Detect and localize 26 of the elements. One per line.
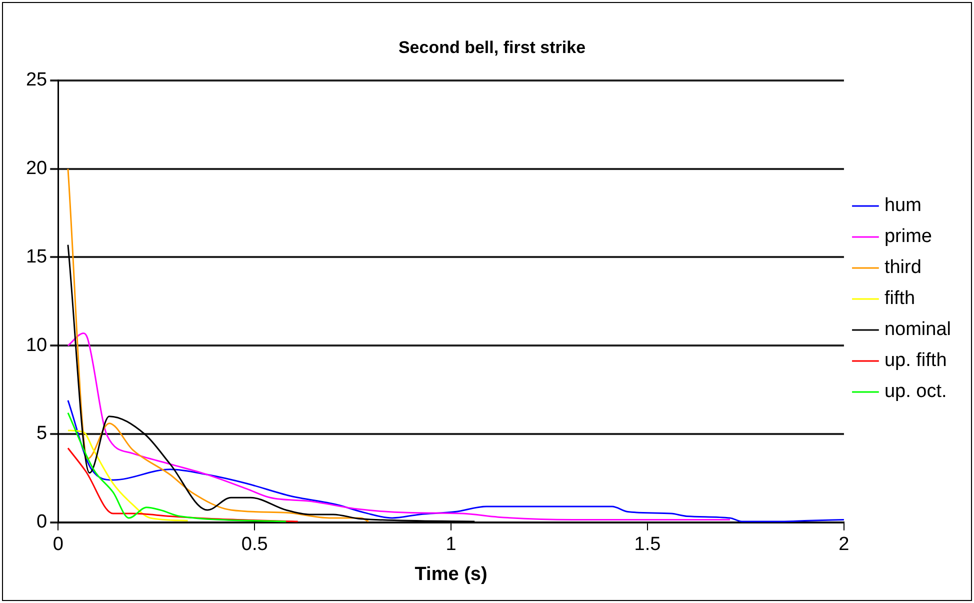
line-series — [67, 412, 287, 522]
x-tick-label: 1.5 — [634, 534, 661, 556]
line-series — [67, 447, 299, 522]
legend-label: hum — [884, 195, 922, 216]
line-series — [67, 332, 731, 520]
x-tick-label: 0.5 — [241, 534, 268, 556]
x-tick-label: 2 — [838, 534, 850, 556]
y-tick-label: 25 — [26, 70, 48, 91]
y-tick-label: 15 — [26, 246, 48, 268]
legend-label: up. fifth — [884, 350, 947, 372]
y-tick-label: 0 — [36, 512, 48, 533]
legend-label: nominal — [884, 319, 952, 340]
y-tick-label: 10 — [26, 334, 48, 356]
legend-label: third — [884, 257, 922, 278]
line-series — [67, 400, 844, 522]
x-tick-label: 1 — [446, 534, 456, 556]
legend-label: fifth — [884, 288, 916, 310]
line-series — [67, 430, 189, 522]
x-axis-title: Time (s) — [414, 564, 488, 585]
y-tick-label: 20 — [26, 158, 48, 180]
line-series — [67, 168, 370, 522]
chart-title: Second bell, first strike — [398, 38, 586, 57]
legend-label: prime — [884, 226, 932, 248]
legend-label: up. oct. — [884, 381, 947, 402]
x-tick-label: 0 — [52, 534, 64, 556]
y-tick-label: 5 — [36, 423, 48, 444]
